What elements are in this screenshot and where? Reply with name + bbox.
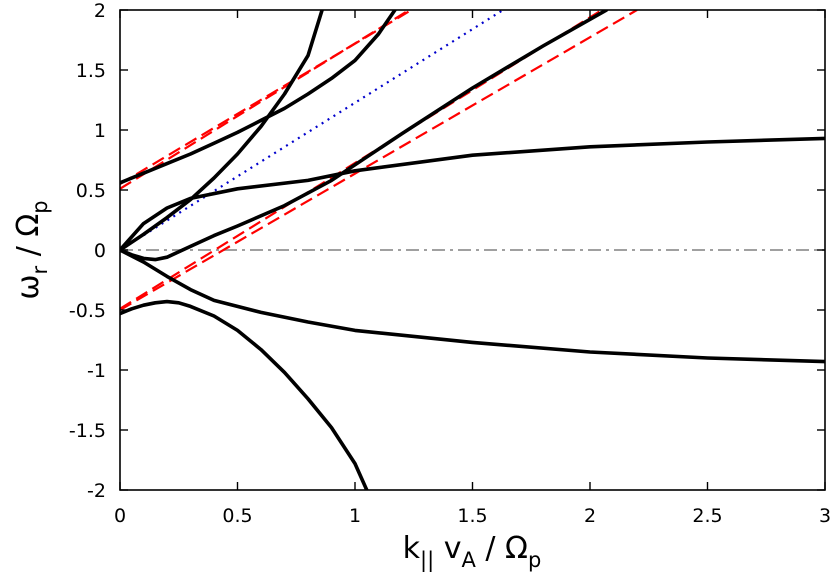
x-tick-label: 3 (819, 505, 830, 527)
series-line-10 (120, 10, 638, 311)
y-tick-label: 2 (94, 0, 106, 22)
x-tick-label: 1 (349, 505, 361, 527)
series-line-2 (120, 10, 324, 252)
x-label-mid: v (434, 531, 461, 566)
y-tick-label: -2 (87, 480, 106, 502)
x-label-sub3: p (528, 548, 541, 572)
series-line-3 (120, 136, 825, 252)
x-label-base: k (403, 531, 421, 566)
series-line-5 (120, 248, 825, 364)
x-label-sub2: A (462, 548, 477, 572)
y-axis-label: ωr / Ωp (11, 200, 52, 299)
series-line-8 (120, 10, 410, 190)
x-tick-label: 2 (584, 505, 596, 527)
y-label-base: ω (11, 274, 46, 299)
x-label-sub1: || (420, 548, 434, 573)
x-tick-label: 2.5 (692, 505, 722, 527)
x-tick-label: 1.5 (457, 505, 487, 527)
x-tick-label: 0 (114, 505, 126, 527)
y-tick-label: 0 (94, 240, 106, 262)
y-tick-label: 0.5 (76, 180, 106, 202)
tick-layer: 0 0.5 1 1.5 2 2.5 3 -2 -1.5 -1 -0.5 0 0.5 1 1.5 2 (69, 0, 830, 527)
y-label-tail: / Ω (11, 214, 46, 266)
y-tick-label: 1 (94, 120, 106, 142)
series-line-1 (120, 10, 397, 185)
series-line-6 (120, 299, 369, 490)
series-line-4 (120, 10, 609, 262)
series-layer (120, 10, 825, 490)
x-tick-label: 0.5 (222, 505, 252, 527)
y-tick-label: -0.5 (69, 300, 106, 322)
y-label-sub1: r (28, 265, 52, 274)
y-tick-label: 1.5 (76, 60, 106, 82)
y-label-sub2: p (28, 200, 52, 213)
y-tick-label: -1 (87, 360, 106, 382)
x-axis-label: k|| vA / Ωp (403, 531, 542, 573)
y-tick-label: -1.5 (69, 420, 106, 442)
x-label-tail: / Ω (476, 531, 528, 566)
